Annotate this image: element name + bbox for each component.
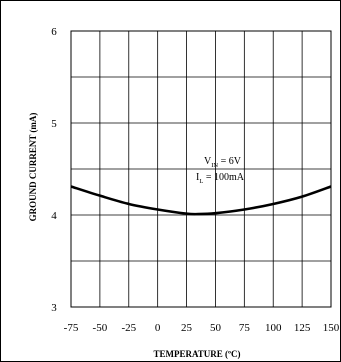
annotation-vin-sub: IN <box>211 162 218 169</box>
annotation-vin-value: = 6V <box>218 156 242 167</box>
y-tick-label: 4 <box>51 210 57 222</box>
plot-border <box>70 30 332 308</box>
annotation-vin-main: V <box>204 156 212 167</box>
annotation-il-main: I <box>196 172 199 183</box>
x-tick-label: 100 <box>265 322 282 334</box>
x-tick-label: 50 <box>210 322 222 334</box>
annotation-il-value: = 100mA <box>203 172 244 183</box>
y-tick-label: 5 <box>51 118 57 130</box>
annotation-il-sub: L <box>199 178 203 185</box>
x-tick-label: 75 <box>239 322 251 334</box>
x-axis-title: TEMPERATURE (ºC) <box>153 349 240 359</box>
x-tick-label: 150 <box>323 322 340 334</box>
grid <box>70 30 332 308</box>
x-tick-label: -50 <box>93 322 108 334</box>
x-tick-label: -75 <box>64 322 79 334</box>
x-tick-label: 0 <box>155 322 161 334</box>
y-tick-labels: 3 4 5 6 <box>51 26 57 314</box>
annotation-il: IL = 100mA <box>196 172 245 185</box>
y-tick-label: 6 <box>51 26 57 38</box>
annotation-vin: VIN = 6V <box>204 156 242 169</box>
x-tick-label: 25 <box>181 322 193 334</box>
x-tick-labels: -75 -50 -25 0 25 50 75 100 125 150 <box>64 322 340 334</box>
y-tick-label: 3 <box>51 302 57 314</box>
ground-current-line <box>70 185 332 216</box>
series-layer <box>70 185 332 216</box>
y-axis-title: GROUND CURRENT (mA) <box>28 113 38 222</box>
x-tick-label: -25 <box>121 322 136 334</box>
x-tick-label: 125 <box>294 322 311 334</box>
